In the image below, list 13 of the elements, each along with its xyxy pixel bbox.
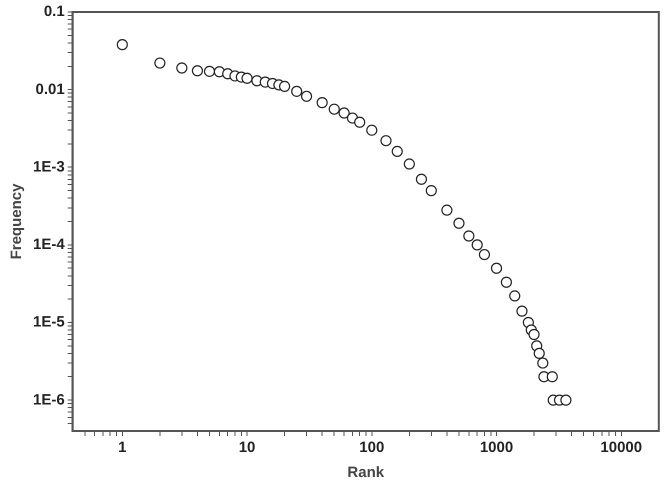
y-tick-label: 0.1 (44, 3, 65, 20)
x-tick-label: 10 (238, 439, 256, 456)
y-tick-label: 1E-6 (32, 391, 65, 408)
y-tick-label: 1E-3 (32, 158, 65, 176)
x-tick-label: 1 (118, 439, 126, 456)
y-tick-label: 1E-4 (32, 236, 66, 254)
x-tick-label: 100 (359, 439, 384, 456)
y-tick-label: 0.01 (35, 80, 65, 98)
x-tick-label: 10000 (600, 439, 642, 456)
x-tick-label: 1000 (480, 439, 514, 456)
y-tick-label: 1E-5 (32, 314, 65, 331)
x-axis-title: Rank (347, 464, 385, 482)
y-axis-title: Frequency (8, 182, 26, 260)
